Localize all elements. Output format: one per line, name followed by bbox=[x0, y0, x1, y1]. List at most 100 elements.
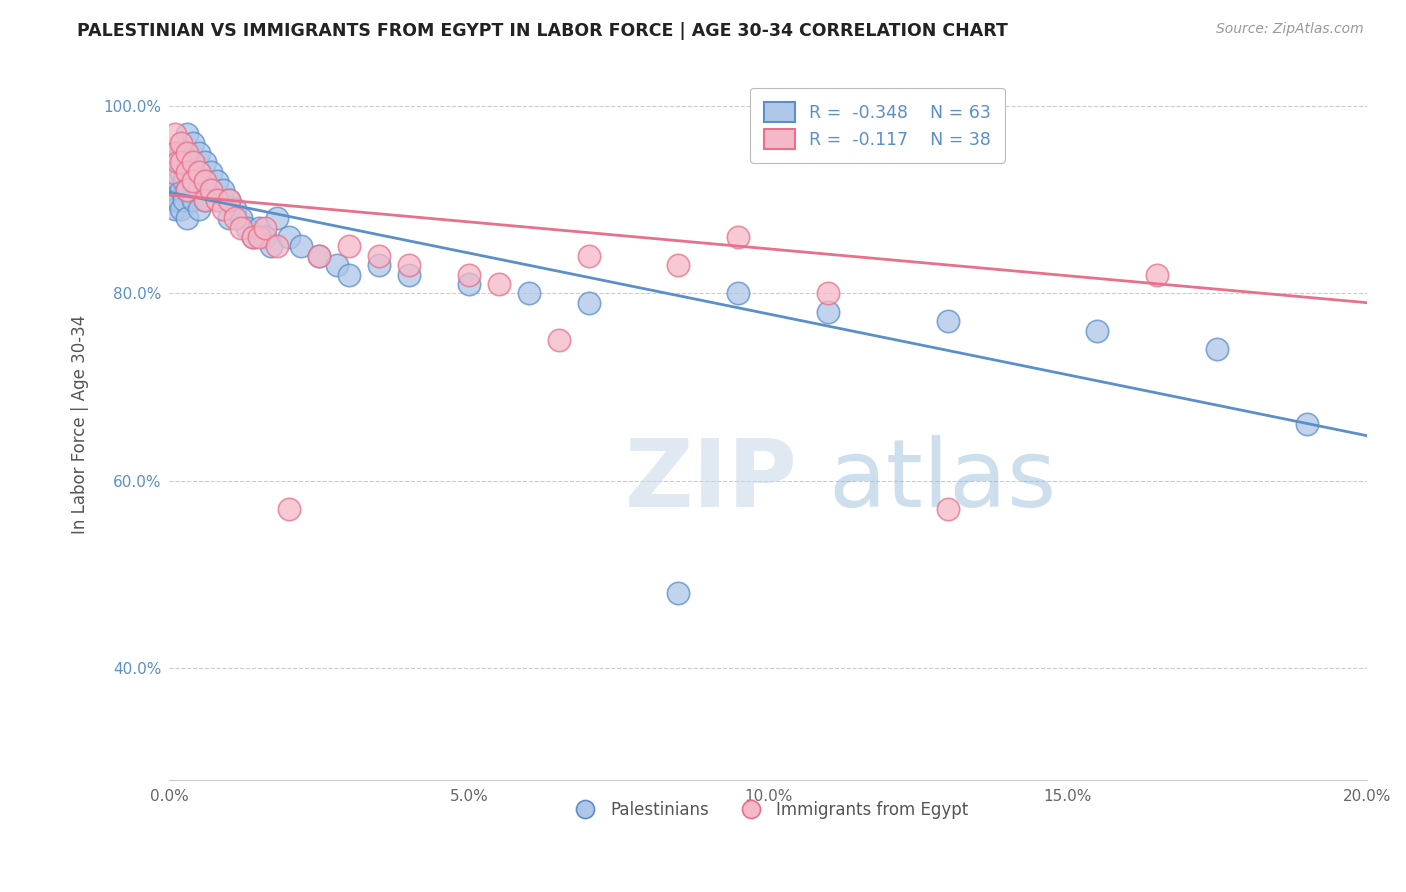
Point bbox=[242, 230, 264, 244]
Point bbox=[163, 193, 186, 207]
Point bbox=[176, 211, 198, 226]
Point bbox=[457, 277, 479, 291]
Point bbox=[260, 239, 283, 253]
Text: Source: ZipAtlas.com: Source: ZipAtlas.com bbox=[1216, 22, 1364, 37]
Point bbox=[188, 164, 211, 178]
Point bbox=[188, 183, 211, 197]
Point bbox=[398, 268, 420, 282]
Text: PALESTINIAN VS IMMIGRANTS FROM EGYPT IN LABOR FORCE | AGE 30-34 CORRELATION CHAR: PALESTINIAN VS IMMIGRANTS FROM EGYPT IN … bbox=[77, 22, 1008, 40]
Legend: Palestinians, Immigrants from Egypt: Palestinians, Immigrants from Egypt bbox=[562, 794, 974, 825]
Point bbox=[194, 193, 217, 207]
Point bbox=[517, 286, 540, 301]
Point bbox=[224, 211, 246, 226]
Point bbox=[308, 249, 330, 263]
Point bbox=[236, 220, 259, 235]
Point bbox=[183, 193, 205, 207]
Point bbox=[218, 193, 240, 207]
Point bbox=[727, 286, 749, 301]
Point bbox=[173, 174, 195, 188]
Point bbox=[170, 136, 193, 151]
Point bbox=[1206, 343, 1229, 357]
Point bbox=[173, 193, 195, 207]
Point bbox=[200, 183, 222, 197]
Point bbox=[337, 268, 360, 282]
Point bbox=[165, 164, 187, 178]
Point bbox=[368, 258, 391, 272]
Point bbox=[727, 230, 749, 244]
Point bbox=[817, 305, 839, 319]
Point bbox=[162, 164, 184, 178]
Point bbox=[936, 501, 959, 516]
Point bbox=[165, 127, 187, 141]
Point bbox=[266, 211, 288, 226]
Point bbox=[278, 230, 301, 244]
Point bbox=[194, 174, 217, 188]
Text: ZIP: ZIP bbox=[624, 435, 797, 527]
Point bbox=[183, 136, 205, 151]
Point bbox=[278, 501, 301, 516]
Point bbox=[188, 145, 211, 160]
Point bbox=[188, 202, 211, 216]
Point bbox=[817, 286, 839, 301]
Point bbox=[165, 145, 187, 160]
Point bbox=[578, 249, 600, 263]
Point bbox=[398, 258, 420, 272]
Point bbox=[183, 155, 205, 169]
Point bbox=[224, 202, 246, 216]
Y-axis label: In Labor Force | Age 30-34: In Labor Force | Age 30-34 bbox=[72, 315, 89, 534]
Point bbox=[176, 183, 198, 197]
Point bbox=[218, 193, 240, 207]
Point bbox=[212, 202, 235, 216]
Point bbox=[176, 145, 198, 160]
Point bbox=[183, 155, 205, 169]
Point bbox=[165, 145, 187, 160]
Point bbox=[247, 220, 270, 235]
Point bbox=[368, 249, 391, 263]
Point bbox=[1087, 324, 1109, 338]
Point bbox=[200, 164, 222, 178]
Point bbox=[179, 155, 201, 169]
Point bbox=[183, 174, 205, 188]
Point bbox=[200, 183, 222, 197]
Point bbox=[170, 183, 193, 197]
Text: atlas: atlas bbox=[828, 435, 1056, 527]
Point bbox=[194, 155, 217, 169]
Point bbox=[290, 239, 312, 253]
Point bbox=[183, 174, 205, 188]
Point bbox=[212, 183, 235, 197]
Point bbox=[231, 220, 253, 235]
Point bbox=[207, 174, 229, 188]
Point bbox=[457, 268, 479, 282]
Point bbox=[936, 314, 959, 328]
Point bbox=[176, 164, 198, 178]
Point bbox=[176, 183, 198, 197]
Point bbox=[167, 174, 190, 188]
Point bbox=[176, 145, 198, 160]
Point bbox=[242, 230, 264, 244]
Point bbox=[1146, 268, 1168, 282]
Point bbox=[254, 220, 277, 235]
Point bbox=[188, 164, 211, 178]
Point bbox=[170, 202, 193, 216]
Point bbox=[488, 277, 510, 291]
Point bbox=[162, 183, 184, 197]
Point bbox=[207, 193, 229, 207]
Point bbox=[194, 193, 217, 207]
Point bbox=[547, 333, 569, 347]
Point bbox=[170, 164, 193, 178]
Point bbox=[176, 127, 198, 141]
Point bbox=[167, 155, 190, 169]
Point bbox=[247, 230, 270, 244]
Point bbox=[666, 586, 689, 600]
Point bbox=[231, 211, 253, 226]
Point bbox=[194, 174, 217, 188]
Point bbox=[165, 183, 187, 197]
Point bbox=[578, 295, 600, 310]
Point bbox=[1296, 417, 1319, 432]
Point bbox=[170, 155, 193, 169]
Point bbox=[254, 230, 277, 244]
Point bbox=[176, 164, 198, 178]
Point bbox=[218, 211, 240, 226]
Point bbox=[337, 239, 360, 253]
Point bbox=[326, 258, 349, 272]
